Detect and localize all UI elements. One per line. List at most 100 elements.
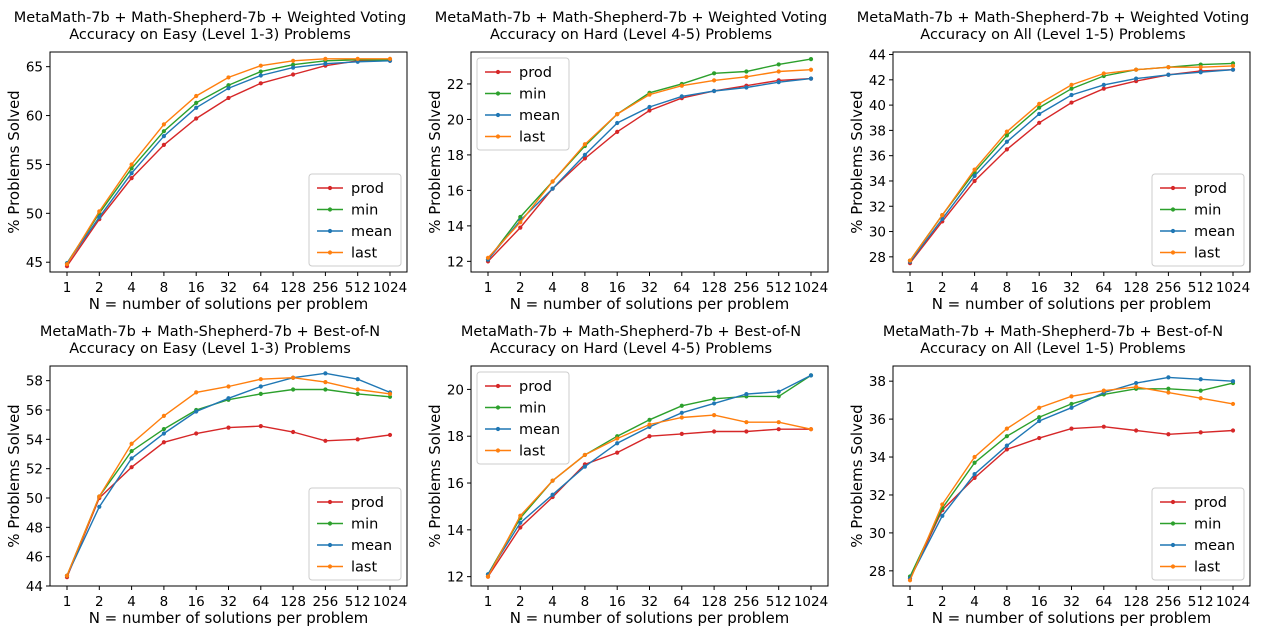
legend-label-prod: prod [351, 181, 384, 197]
data-point-last [1166, 390, 1171, 395]
chart-panel-weighted-voting-easy: MetaMath-7b + Math-Shepherd-7b + Weighte… [0, 0, 421, 314]
data-point-prod [355, 437, 360, 442]
x-tick-label: 512 [1188, 594, 1214, 610]
data-point-last [647, 92, 652, 97]
data-point-last [1198, 65, 1203, 70]
x-tick-label: 1024 [794, 280, 828, 296]
data-point-min [972, 460, 977, 465]
data-point-mean [1166, 72, 1171, 77]
data-point-last [1166, 65, 1171, 70]
data-point-prod [615, 129, 620, 134]
legend-label-prod: prod [519, 379, 552, 395]
legend-label-mean: mean [519, 108, 560, 124]
data-point-mean [582, 152, 587, 158]
data-point-last [291, 58, 296, 63]
y-tick-label: 28 [869, 564, 886, 580]
x-tick-label: 128 [701, 280, 727, 296]
legend-label-prod: prod [1194, 495, 1227, 511]
data-point-last [194, 93, 199, 99]
data-point-last [808, 427, 814, 432]
x-tick-label: 16 [609, 280, 626, 296]
data-point-mean [355, 59, 360, 64]
data-point-prod [712, 429, 717, 434]
y-tick-label: 60 [26, 109, 43, 125]
data-point-last [1134, 67, 1139, 72]
legend-label-min: min [519, 401, 546, 417]
x-tick-label: 16 [188, 594, 205, 610]
data-point-prod [1069, 100, 1074, 105]
legend: prod min mean last [476, 371, 570, 465]
legend-marker-mean [1170, 542, 1176, 548]
data-point-last [1230, 63, 1236, 69]
legend-marker-last [327, 564, 333, 569]
data-point-min [1166, 386, 1171, 391]
data-point-prod [1101, 86, 1106, 91]
x-tick-label: 1024 [1216, 280, 1250, 296]
chart-panel-best-of-n-all: MetaMath-7b + Math-Shepherd-7b + Best-of… [843, 314, 1264, 628]
legend-marker-min [495, 91, 501, 96]
data-point-last [387, 56, 393, 61]
data-point-mean [808, 76, 814, 81]
data-point-prod [291, 429, 296, 435]
legend-marker-last [495, 448, 501, 453]
x-tick-label: 1024 [373, 280, 407, 296]
data-point-mean [1134, 380, 1139, 386]
data-point-mean [1166, 375, 1171, 380]
legend-label-prod: prod [1194, 181, 1227, 197]
data-point-last [808, 67, 814, 72]
legend-marker-mean [495, 112, 501, 118]
data-point-mean [226, 86, 231, 91]
data-point-last [387, 391, 393, 396]
y-tick-label: 16 [447, 476, 464, 492]
y-tick-label: 44 [26, 579, 43, 595]
legend-label-min: min [1194, 203, 1221, 219]
data-point-last [226, 75, 231, 80]
data-point-min [258, 69, 263, 74]
data-point-last [129, 441, 134, 446]
y-axis-label: % Problems Solved [426, 90, 444, 233]
series-last [485, 413, 814, 579]
data-point-last [518, 220, 523, 225]
data-point-last [485, 574, 491, 579]
y-tick-label: 12 [447, 570, 464, 586]
y-tick-label: 16 [447, 183, 464, 199]
x-tick-label: 2 [938, 280, 947, 296]
data-point-mean [776, 389, 781, 394]
x-tick-label: 256 [1156, 594, 1182, 610]
data-point-mean [940, 216, 945, 221]
x-tick-label: 4 [548, 280, 557, 296]
y-axis-label: % Problems Solved [426, 404, 444, 547]
data-point-mean [1069, 92, 1074, 98]
data-point-last [64, 262, 70, 267]
data-point-last [679, 83, 684, 88]
legend-box [476, 371, 570, 465]
data-point-prod [1134, 428, 1139, 433]
x-tick-label: 32 [220, 280, 237, 296]
legend-marker-mean [1170, 228, 1176, 234]
y-tick-label: 38 [869, 123, 886, 139]
legend-label-last: last [519, 130, 545, 146]
y-tick-label: 30 [869, 225, 886, 241]
legend-box [476, 57, 570, 151]
data-point-mean [161, 133, 166, 139]
legend-label-last: last [351, 560, 377, 576]
chart-svg: MetaMath-7b + Math-Shepherd-7b + Weighte… [5, 10, 408, 313]
chart-svg: MetaMath-7b + Math-Shepherd-7b + Weighte… [426, 10, 829, 313]
x-tick-label: 32 [1063, 594, 1080, 610]
data-point-last [355, 387, 360, 392]
data-point-mean [97, 215, 102, 220]
data-point-min [647, 417, 652, 422]
y-tick-label: 42 [869, 73, 886, 89]
data-point-prod [744, 429, 749, 434]
legend-label-mean: mean [351, 538, 392, 554]
y-tick-label: 55 [26, 157, 43, 173]
chart-svg: MetaMath-7b + Math-Shepherd-7b + Best-of… [848, 324, 1251, 627]
data-point-last [1037, 405, 1042, 410]
data-point-mean [194, 105, 199, 110]
y-tick-label: 20 [447, 382, 464, 398]
data-point-prod [129, 465, 134, 470]
data-point-last [972, 454, 977, 460]
legend-label-mean: mean [351, 224, 392, 240]
data-point-prod [972, 475, 977, 480]
